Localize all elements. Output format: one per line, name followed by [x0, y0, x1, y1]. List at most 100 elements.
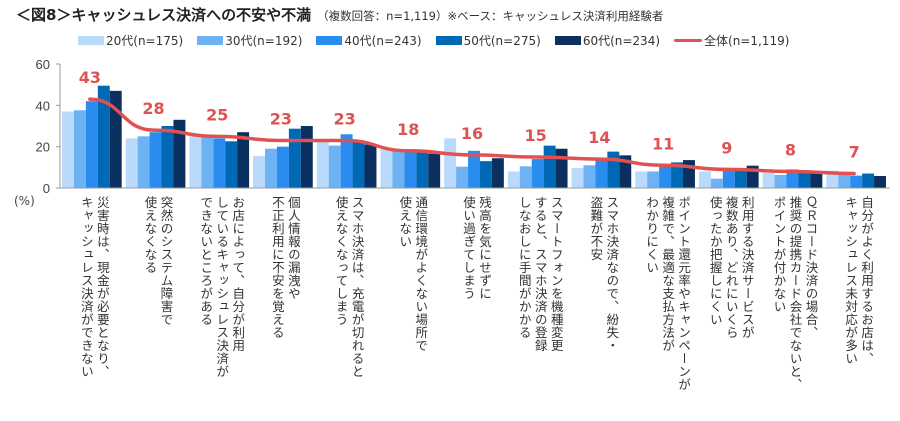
bar-60代-1 [109, 90, 122, 188]
bar-50代-9 [607, 151, 620, 188]
bar-20代-9 [571, 167, 584, 188]
category-label: 利用する決済サービスが 複数あり、どれにいくら 使ったか把握しにくい [707, 196, 755, 339]
bar-50代-13 [862, 173, 875, 188]
bar-60代-7 [491, 158, 504, 188]
legend-swatch [316, 36, 343, 45]
total-line [88, 97, 856, 176]
category-label: 自分がよく利用するお店は、 キャッシュレス未対応が多い [843, 196, 875, 365]
bar-60代-12 [810, 171, 823, 188]
bar-50代-12 [798, 171, 811, 188]
bar-30代-4 [265, 148, 277, 188]
bar-20代-1 [62, 111, 74, 188]
category-label: 個人情報の漏洩や 不正利用に不安を覚える [269, 196, 301, 339]
bar-60代-13 [874, 176, 886, 188]
category-label: スマホ決済は、充電が切れると 使えなくなってしまう [333, 196, 365, 378]
total-data-label: 25 [206, 105, 228, 124]
legend-item: 50代(n=275) [435, 32, 541, 49]
legend-item: 60代(n=234) [554, 32, 661, 49]
legend-label: 60代(n=234) [582, 34, 661, 48]
bar-50代-8 [543, 145, 556, 188]
bar-40代-8 [531, 159, 544, 188]
bar-20代-5 [316, 140, 329, 188]
total-data-label: 11 [652, 134, 674, 153]
category-label: 通信環境がよくない場所で 使えない [397, 196, 429, 352]
bar-30代-1 [73, 110, 86, 188]
y-tick-label: 40 [36, 98, 50, 113]
bar-40代-2 [149, 132, 162, 188]
bar-30代-13 [838, 173, 851, 188]
total-data-label: 8 [785, 140, 796, 159]
legend: 20代(n=175) 30代(n=192) 40代(n=243) 50代(n=275)… [78, 32, 789, 49]
legend-label: 40代(n=243) [344, 34, 422, 48]
total-data-label: 16 [461, 124, 483, 143]
bar-60代-9 [619, 155, 632, 188]
bar-30代-7 [456, 166, 469, 188]
bar-50代-3 [225, 141, 238, 188]
bar-40代-6 [404, 150, 417, 188]
category-label: お店によって、自分が利用 しているキャッシュレス決済が できないところがある [198, 196, 246, 378]
bar-40代-13 [850, 175, 863, 188]
bar-30代-10 [647, 171, 660, 188]
bar-20代-7 [444, 138, 457, 188]
bar-50代-2 [161, 126, 174, 188]
bar-50代-10 [671, 162, 683, 188]
bar-50代-4 [288, 128, 301, 188]
total-data-label: 23 [333, 109, 355, 128]
bar-20代-10 [635, 171, 648, 188]
bar-40代-3 [213, 138, 226, 188]
bar-30代-11 [710, 178, 723, 188]
total-data-label: 43 [79, 68, 101, 87]
bar-40代-5 [340, 134, 353, 188]
bar-50代-6 [416, 152, 429, 188]
legend-label: 50代(n=275) [463, 34, 541, 48]
bar-60代-6 [428, 153, 441, 188]
bar-40代-9 [595, 159, 608, 188]
bar-40代-11 [722, 168, 735, 188]
bar-40代-12 [786, 169, 799, 188]
legend-item: 30代(n=192) [197, 32, 302, 49]
bar-40代-10 [659, 166, 672, 188]
category-label: スマートフォンを機種変更 すると、スマホ決済の登録 しなおしに手間がかかる [516, 196, 564, 352]
bar-60代-2 [173, 119, 186, 188]
bar-30代-3 [201, 136, 214, 188]
bar-20代-12 [762, 172, 775, 188]
bar-20代-11 [698, 171, 711, 188]
bar-60代-3 [237, 132, 250, 188]
bar-60代-10 [682, 160, 695, 188]
legend-line-swatch [674, 39, 703, 42]
subtitle-text: （複数回答：n=1,119）※ベース：キャッシュレス決済利用経験者 [317, 9, 664, 23]
bar-20代-3 [189, 136, 202, 188]
y-axis-unit: (%) [14, 194, 35, 208]
bar-60代-11 [746, 165, 759, 188]
category-label: 突然のシステム障害で 使えなくなる [142, 196, 174, 326]
total-data-label: 23 [270, 109, 292, 128]
bar-40代-1 [85, 101, 98, 188]
bar-50代-5 [352, 140, 365, 188]
bar-50代-1 [97, 85, 110, 188]
y-tick-label: 0 [43, 181, 50, 196]
legend-item: 20代(n=175) [78, 32, 183, 49]
y-tick-label: 20 [36, 140, 50, 155]
bar-20代-8 [507, 171, 520, 188]
bar-40代-7 [468, 150, 480, 188]
category-label: 災害時は、現金が必要となり、 キャッシュレス決済ができない [78, 196, 110, 378]
bar-60代-5 [364, 144, 377, 188]
total-data-label: 15 [525, 126, 547, 145]
bar-60代-4 [300, 126, 313, 188]
category-label: スマホ決済なので、紛失・ 盗難が不安 [588, 196, 620, 352]
bar-30代-6 [392, 149, 405, 188]
bar-60代-8 [555, 148, 568, 188]
category-label: 残高を気にせずに 使い過ぎてしまう [461, 196, 492, 300]
legend-label: 全体(n=1,119) [704, 34, 790, 48]
title-text: ＜図8＞キャッシュレス決済への不安や不満 [16, 6, 312, 24]
total-data-label: 18 [397, 120, 419, 139]
legend-swatch [435, 36, 462, 45]
bar-50代-7 [479, 161, 492, 188]
chart-title: ＜図8＞キャッシュレス決済への不安や不満 （複数回答：n=1,119）※ベース：キ… [16, 4, 663, 25]
bar-30代-2 [137, 136, 150, 188]
y-tick-label: 60 [36, 57, 50, 72]
category-label: ポイント還元率やキャンペーンが 複雑で、最適な支払方法が わかりにくい [644, 196, 692, 391]
total-data-label: 9 [721, 138, 732, 157]
